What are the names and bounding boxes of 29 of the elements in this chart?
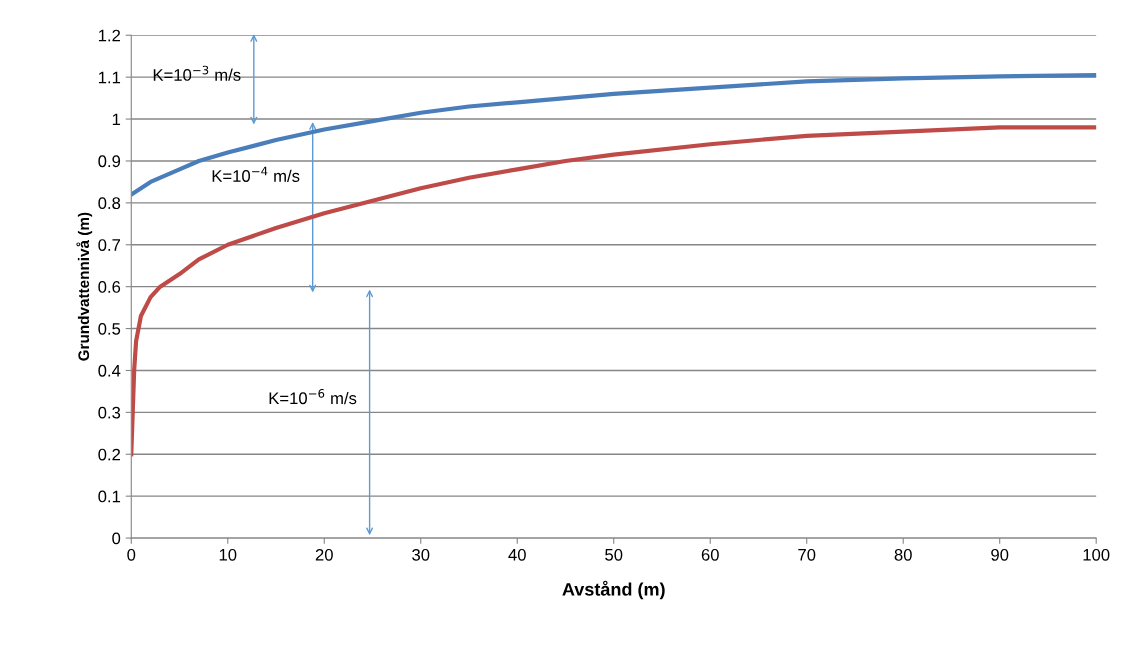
y-tick-label: 0 <box>112 532 121 545</box>
x-tick-label: 40 <box>508 548 526 561</box>
annotation: K=10$^{−6}$ m/s <box>269 388 357 405</box>
x-tick-label: 60 <box>701 548 719 561</box>
y-axis-title: Grundvattennivå (m) <box>76 212 93 361</box>
x-tick-label: 70 <box>798 548 816 561</box>
y-tick-label: 1 <box>112 113 121 126</box>
y-tick-label: 0.9 <box>98 155 121 168</box>
y-tick-label: 0.5 <box>98 322 121 335</box>
x-tick-label: 20 <box>315 548 333 561</box>
y-tick-label: 1.2 <box>98 29 121 42</box>
x-tick-label: 50 <box>605 548 623 561</box>
y-tick-label: 0.3 <box>98 406 121 419</box>
x-tick-label: 80 <box>894 548 912 561</box>
annotation: K=10$^{−3}$ m/s <box>153 65 241 81</box>
y-tick-label: 0.1 <box>98 490 121 503</box>
x-tick-label: 10 <box>219 548 237 561</box>
x-tick-label: 30 <box>412 548 430 561</box>
y-tick-label: 0.6 <box>98 281 121 293</box>
y-tick-label: 0.8 <box>98 197 121 210</box>
y-tick-label: 0.2 <box>98 448 121 461</box>
x-tick-label: 100 <box>1083 548 1110 561</box>
y-tick-label: 1.1 <box>98 71 121 84</box>
x-axis-title: Avstånd (m) <box>562 580 665 600</box>
annotation: K=10$^{−4}$ m/s <box>212 166 300 182</box>
x-tick-label: 90 <box>991 548 1009 561</box>
y-tick-label: 0.4 <box>98 364 121 377</box>
y-tick-label: 0.7 <box>98 239 121 251</box>
x-tick-label: 0 <box>127 548 136 561</box>
